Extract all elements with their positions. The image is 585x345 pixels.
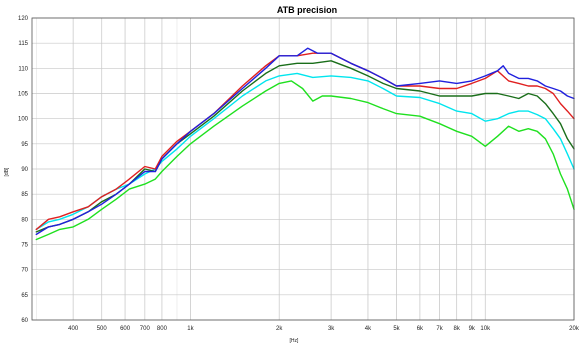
y-tick-label: 65: [21, 293, 28, 299]
x-tick-label: 500: [97, 326, 108, 332]
x-tick-label: 5k: [393, 326, 400, 332]
x-axis-label: [Hz]: [290, 338, 300, 344]
x-tick-label: 20k: [569, 326, 580, 332]
series-line-4: [35, 52, 575, 231]
plot-frame: [31, 17, 575, 321]
x-tick-label: 3k: [328, 326, 335, 332]
chart-title: ATB precision: [277, 5, 337, 15]
series-line-3: [35, 60, 575, 233]
y-tick-label: 80: [21, 217, 28, 223]
x-tick-label: 1k: [187, 326, 194, 332]
series-line-1: [35, 72, 575, 231]
x-tick-label: 10k: [480, 326, 491, 332]
x-axis-ticks: 400 500 600 700 800 1k 2k 3k 4k 5k 6k 7k 8k 9k 10k 20k: [68, 326, 580, 332]
y-axis-ticks: 60 65 70 75 80 85 90 95 100 105 110 115 120: [18, 16, 29, 324]
x-tick-label: 2k: [276, 326, 283, 332]
y-tick-label: 115: [18, 41, 28, 47]
y-tick-label: 70: [21, 268, 28, 274]
series-line-5: [35, 47, 575, 236]
x-tick-label: 400: [68, 326, 79, 332]
series-layer: [35, 47, 575, 241]
x-tick-label: 7k: [436, 326, 443, 332]
x-tick-label: 700: [140, 326, 151, 332]
x-tick-label: 600: [120, 326, 131, 332]
x-tick-label: 4k: [365, 326, 372, 332]
y-tick-label: 75: [21, 243, 28, 249]
y-tick-label: 120: [18, 16, 29, 22]
x-tick-label: 800: [157, 326, 168, 332]
y-tick-label: 95: [21, 142, 28, 148]
x-tick-label: 8k: [454, 326, 461, 332]
series-line-2: [35, 80, 575, 241]
y-tick-label: 100: [18, 117, 29, 123]
x-tick-label: 6k: [417, 326, 424, 332]
y-axis-label: [dB]: [4, 167, 10, 177]
y-tick-label: 90: [21, 167, 28, 173]
y-tick-label: 110: [18, 66, 28, 72]
y-tick-label: 85: [21, 192, 28, 198]
y-tick-label: 105: [18, 92, 29, 98]
y-tick-label: 60: [21, 318, 28, 324]
x-tick-label: 9k: [469, 326, 476, 332]
